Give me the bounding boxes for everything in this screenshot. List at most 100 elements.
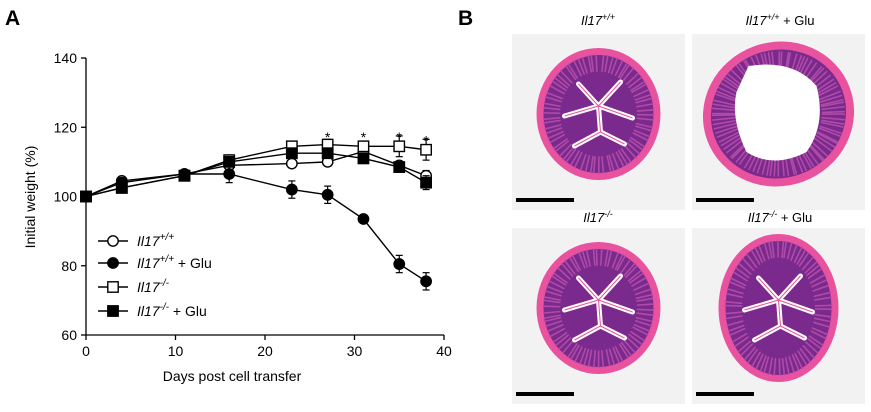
- title-gene: Il17: [748, 210, 770, 225]
- title-genotype: +/+: [766, 12, 779, 22]
- crypt: [755, 353, 764, 370]
- crypt: [715, 93, 738, 103]
- y-tick-label: 100: [54, 189, 78, 205]
- legend-marker: [107, 235, 119, 247]
- crypt: [543, 119, 561, 124]
- legend-gene: Il17: [137, 255, 161, 271]
- crypt: [543, 106, 561, 111]
- legend-marker: [107, 305, 119, 317]
- legend-entry: Il17+/+ + Glu: [98, 254, 212, 271]
- crypt: [618, 149, 628, 166]
- crypt: [551, 275, 567, 286]
- crypt: [600, 248, 603, 266]
- crypt: [718, 86, 740, 98]
- crypt: [622, 67, 635, 82]
- title-gene: Il17: [583, 210, 605, 225]
- crypt: [552, 331, 568, 343]
- crypt: [726, 320, 744, 327]
- crypt: [635, 125, 653, 132]
- crypt: [810, 330, 827, 340]
- crypt: [626, 336, 640, 350]
- crypt: [614, 345, 624, 362]
- crypt: [802, 345, 815, 359]
- crypt: [611, 153, 620, 170]
- crypt: [574, 346, 583, 363]
- crypt: [543, 299, 561, 304]
- lumen-edge: [564, 81, 633, 147]
- crypt: [581, 250, 589, 268]
- crypt: [821, 119, 845, 125]
- crypt: [573, 60, 582, 77]
- crypt: [601, 350, 605, 368]
- data-point: [223, 155, 236, 168]
- crypt: [726, 288, 744, 295]
- crypt: [633, 129, 651, 138]
- crypt: [553, 272, 568, 284]
- crypt: [556, 73, 571, 87]
- crypt: [625, 72, 640, 86]
- crypt: [713, 122, 737, 130]
- panel-b-label: B: [458, 7, 473, 30]
- crypt: [786, 242, 793, 260]
- legend-label: Il17+/+ + Glu: [137, 254, 212, 271]
- crypt: [742, 257, 755, 272]
- crypt: [806, 143, 824, 162]
- crypt: [725, 315, 743, 320]
- crypt: [821, 116, 846, 121]
- crypt: [793, 246, 803, 263]
- crypt: [577, 58, 585, 75]
- crypt: [615, 151, 625, 168]
- crypt: [718, 131, 741, 143]
- crypt: [587, 349, 593, 367]
- crypt: [713, 99, 737, 107]
- data-point: [285, 147, 298, 160]
- crypt: [584, 155, 591, 173]
- crypt: [771, 240, 775, 259]
- crypt: [542, 117, 561, 121]
- crypt: [819, 125, 843, 135]
- crypt: [595, 248, 598, 266]
- significance-asterisk: *: [325, 129, 331, 145]
- crypt: [605, 349, 611, 367]
- crypt: [601, 156, 605, 174]
- histology-title: Il17+/+: [581, 12, 615, 28]
- crypt: [549, 327, 566, 338]
- data-point: [115, 181, 128, 194]
- crypt: [723, 135, 743, 150]
- crypt: [616, 255, 626, 272]
- crypt: [555, 334, 570, 347]
- crypt: [636, 117, 655, 121]
- crypt: [606, 249, 613, 268]
- significance-asterisk: *: [361, 129, 367, 145]
- legend-genotype: -/-: [160, 302, 170, 313]
- crypt: [561, 263, 574, 277]
- histology-title: Il17+/+ + Glu: [745, 12, 814, 28]
- data-point: [357, 213, 370, 225]
- crypt: [595, 54, 598, 72]
- crypt: [554, 77, 569, 89]
- crypt: [606, 155, 612, 173]
- data-point: [357, 152, 370, 165]
- crypt: [611, 252, 619, 269]
- crypt: [821, 110, 846, 114]
- crypt: [633, 88, 650, 98]
- crypt: [807, 142, 825, 161]
- data-point: [321, 188, 334, 201]
- legend-label: Il17-/-: [137, 278, 170, 295]
- crypt: [714, 125, 738, 134]
- crypt: [565, 148, 577, 163]
- crypt: [813, 291, 831, 298]
- crypt: [625, 265, 638, 279]
- crypt: [544, 290, 562, 297]
- crypt: [562, 146, 575, 161]
- series-filled-circle: [80, 164, 432, 291]
- series-line: [85, 152, 427, 198]
- crypt: [635, 122, 653, 129]
- crypt: [581, 56, 588, 74]
- legend-entry: Il17-/-: [98, 278, 170, 295]
- crypt: [820, 99, 844, 106]
- crypt: [734, 336, 749, 348]
- crypt: [608, 348, 615, 366]
- title-genotype: -/-: [604, 209, 613, 219]
